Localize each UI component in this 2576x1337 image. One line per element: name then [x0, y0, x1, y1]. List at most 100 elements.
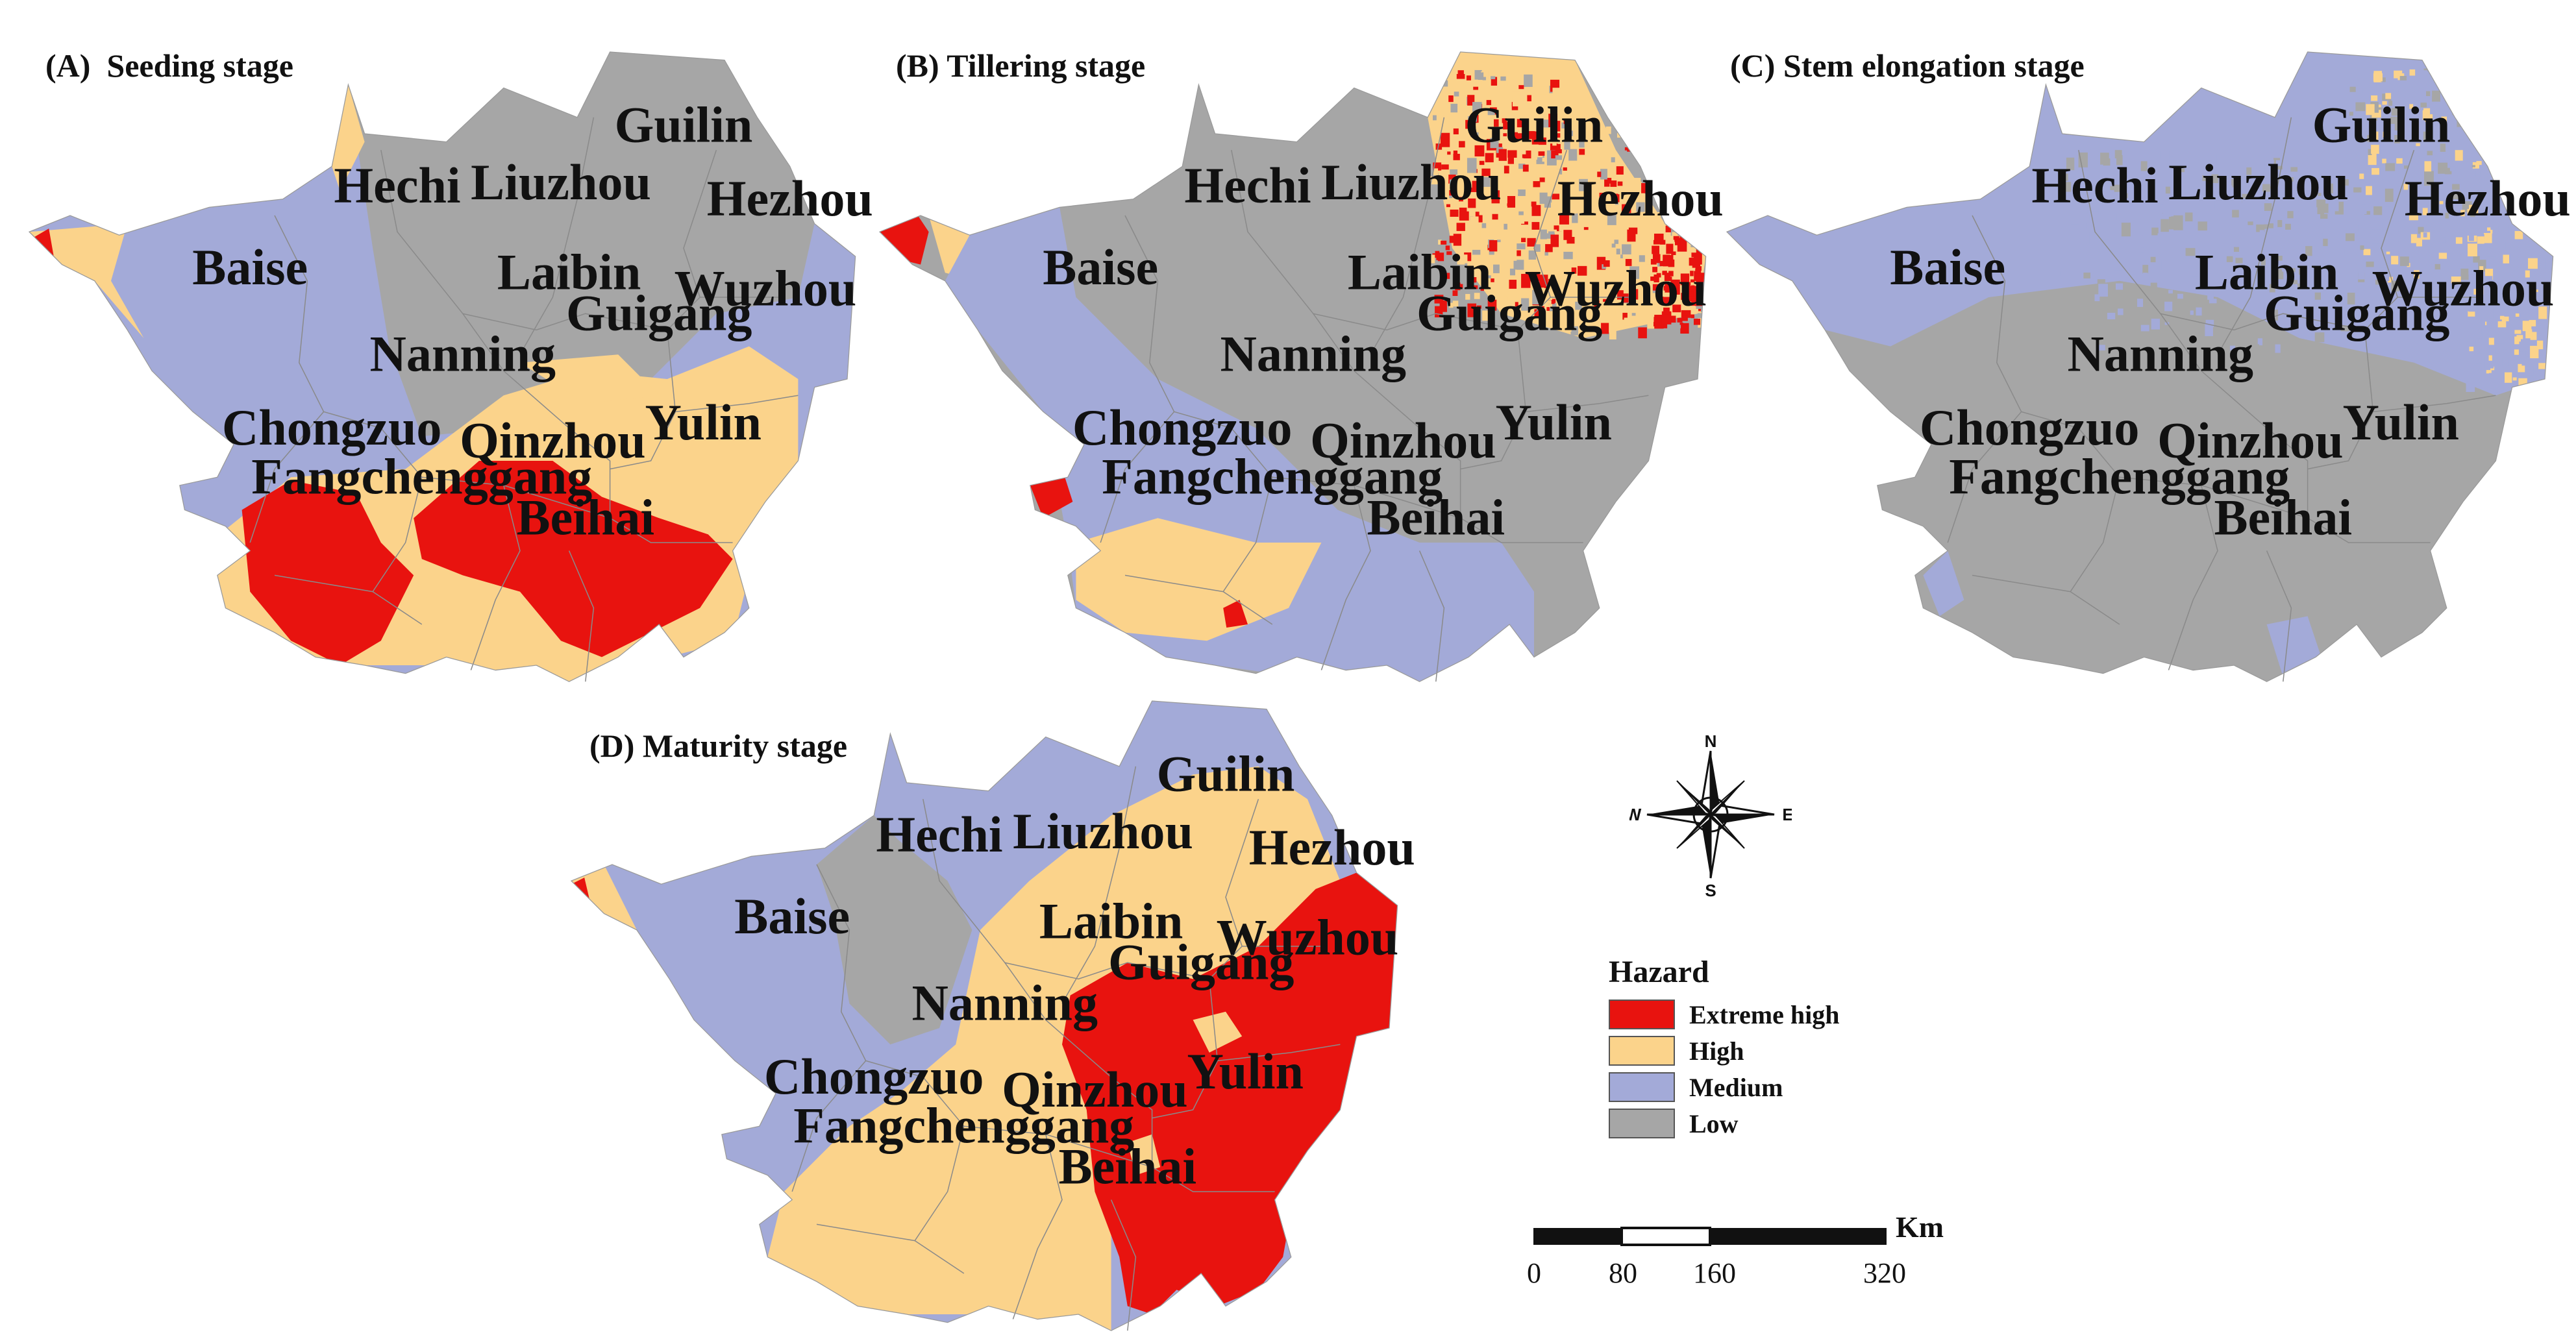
hazard-patch: [2205, 323, 2213, 336]
hazard-patch: [2362, 204, 2367, 209]
hazard-patch: [1646, 206, 1652, 215]
city-label-laibin: Laibin: [2195, 243, 2338, 300]
hazard-patch: [1472, 249, 1481, 255]
hazard-patch: [2503, 254, 2510, 264]
city-label-yulin: Yulin: [1187, 1043, 1304, 1099]
hazard-patch: [2514, 330, 2521, 334]
hazard-patch: [2452, 106, 2461, 116]
hazard-patch: [2293, 201, 2298, 204]
hazard-patch: [1553, 169, 1560, 175]
city-label-hechi: Hechi: [334, 157, 460, 214]
hazard-patch: [1571, 267, 1577, 274]
hazard-patch: [2110, 186, 2116, 190]
hazard-patch: [1487, 275, 1491, 278]
hazard-patch: [2456, 254, 2461, 260]
compass-north: N: [1705, 731, 1717, 751]
hazard-patch: [2383, 137, 2391, 148]
hazard-legend: Hazard Extreme high High Medium Low: [1609, 954, 1839, 1142]
hazard-patch: [2486, 370, 2492, 374]
hazard-patch: [2390, 122, 2396, 125]
hazard-patch: [2423, 131, 2432, 141]
hazard-patch: [1624, 317, 1632, 326]
city-label-liuzhou: Liuzhou: [471, 154, 651, 210]
hazard-patch: [2543, 234, 2552, 247]
hazard-patch: [1517, 119, 1523, 128]
hazard-patch: [2318, 193, 2322, 197]
hazard-patch: [2140, 161, 2148, 171]
hazard-patch: [2116, 283, 2124, 290]
city-label-nanning: Nanning: [1220, 325, 1407, 382]
hazard-patch: [1590, 257, 1595, 264]
hazard-patch: [1481, 81, 1486, 88]
hazard-patch: [2262, 184, 2270, 192]
hazard-patch: [1539, 177, 1546, 182]
hazard-patch: [1459, 197, 1463, 202]
hazard-patch: [1546, 201, 1551, 205]
hazard-patch: [2060, 270, 2068, 276]
admin-border: [1045, 1019, 1153, 1168]
hazard-patch: [1498, 149, 1507, 161]
hazard-patch: [1473, 277, 1477, 283]
hazard-patch: [2373, 206, 2383, 215]
hazard-patch: [1552, 88, 1560, 94]
hazard-patch: [2424, 161, 2432, 172]
hazard-patch: [1521, 221, 1528, 228]
hazard-patch: [1690, 271, 1694, 276]
hazard-patch: [1530, 271, 1541, 282]
hazard-patch: [1638, 327, 1647, 339]
hazard-patch: [2211, 174, 2219, 184]
hazard-patch: [1503, 133, 1507, 137]
hazard-patch: [1641, 183, 1650, 193]
hazard-patch: [2292, 230, 2298, 238]
hazard-patch: [1518, 164, 1526, 169]
hazard-patch: [2123, 327, 2129, 334]
hazard-patch: [1572, 317, 1581, 326]
hazard-patch: [2065, 343, 2070, 349]
hazard-patch: [1453, 128, 1459, 135]
hazard-patch: [2079, 206, 2088, 214]
hazard-patch: [1614, 239, 1619, 244]
hazard-patch: [2203, 166, 2212, 177]
admin-border: [2307, 330, 2374, 470]
hazard-patch: [1517, 133, 1522, 140]
hazard-patch: [2246, 167, 2252, 175]
city-label-yulin: Yulin: [645, 394, 762, 450]
hazard-patch: [2518, 252, 2522, 258]
admin-border: [2078, 150, 2202, 371]
hazard-patch: [1681, 310, 1691, 318]
hazard-patch: [2185, 212, 2193, 222]
admin-border: [1418, 550, 1445, 682]
hazard-patch: [2107, 312, 2116, 320]
admin-border: [2266, 550, 2292, 682]
hazard-patch: [1610, 180, 1617, 187]
city-label-chongzuo: Chongzuo: [222, 399, 442, 456]
hazard-patch: [2166, 346, 2172, 350]
hazard-patch: [1581, 319, 1585, 325]
hazard-patch: [1482, 77, 1486, 80]
hazard-patch: [1542, 158, 1546, 162]
city-label-yulin: Yulin: [2342, 394, 2459, 450]
hazard-patch: [1477, 215, 1483, 223]
hazard-patch: [1566, 199, 1576, 214]
hazard-patch: [1616, 249, 1620, 254]
hazard-patch: [2524, 292, 2529, 299]
hazard-patch: [1611, 243, 1616, 248]
hazard-patch: [1438, 239, 1442, 245]
hazard-patch: [2445, 212, 2449, 219]
hazard-patch: [2538, 306, 2547, 319]
admin-border: [1100, 411, 1175, 543]
hazard-patch: [2178, 306, 2185, 313]
hazard-patch: [1600, 169, 1607, 180]
hazard-patch: [2409, 104, 2414, 109]
city-label-chongzuo: Chongzuo: [1920, 399, 2140, 456]
admin-border: [923, 1077, 1152, 1168]
hazard-patch: [2444, 167, 2452, 175]
hazard-patch: [1611, 157, 1615, 163]
hazard-patch: [1473, 86, 1479, 90]
hazard-patch: [1615, 306, 1623, 315]
hazard-patch: [2489, 373, 2496, 382]
hazard-patch: [1622, 244, 1631, 254]
hazard-patch: [2231, 178, 2237, 188]
hazard-patch: [1457, 125, 1465, 131]
hazard-patch: [2439, 201, 2444, 204]
